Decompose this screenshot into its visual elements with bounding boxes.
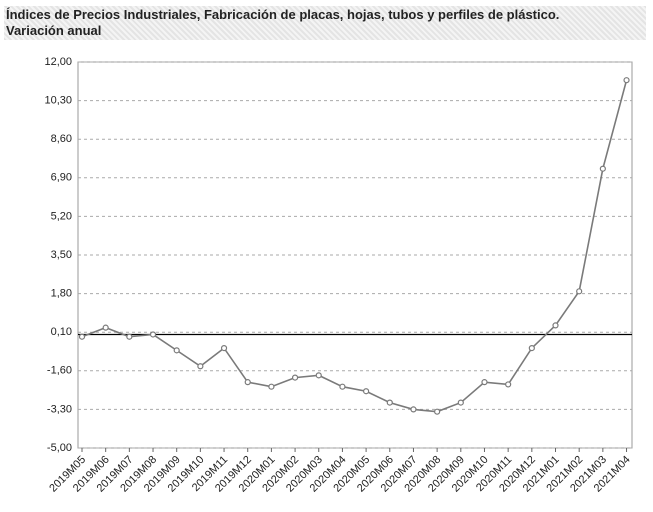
data-point: [505, 381, 512, 388]
data-point: [339, 383, 346, 390]
data-point: [599, 165, 606, 172]
y-tick-label: 3,50: [51, 249, 72, 261]
data-point: [481, 379, 488, 386]
data-point: [78, 333, 86, 340]
data-point: [386, 399, 393, 406]
data-point: [552, 322, 559, 329]
data-point: [363, 388, 370, 395]
data-point: [576, 288, 583, 295]
data-point: [220, 344, 228, 352]
y-tick-label: 1,80: [51, 288, 72, 300]
data-point: [315, 372, 322, 379]
y-tick-label: -3,30: [47, 403, 72, 415]
y-tick-label: -5,00: [47, 442, 72, 454]
data-point: [434, 408, 441, 415]
data-point: [244, 379, 251, 386]
data-point: [102, 324, 109, 331]
y-tick-label: 5,20: [51, 210, 72, 222]
data-point: [173, 347, 180, 354]
data-point: [268, 383, 275, 390]
data-point: [197, 363, 204, 370]
data-point: [291, 374, 299, 381]
data-line: [81, 79, 628, 413]
chart-title: Índices de Precios Industriales, Fabrica…: [4, 6, 646, 40]
y-tick-label: 10,30: [44, 95, 72, 107]
data-point: [149, 331, 157, 338]
data-point: [410, 406, 417, 413]
data-point: [623, 77, 630, 84]
data-point: [457, 399, 464, 406]
data-point: [126, 333, 133, 340]
y-tick-label: 8,60: [51, 133, 72, 145]
y-tick-label: 0,10: [51, 326, 72, 338]
data-point: [528, 344, 535, 352]
y-tick-label: -1,60: [47, 365, 72, 377]
y-tick-label: 12,00: [44, 56, 72, 68]
y-tick-label: 6,90: [51, 172, 72, 184]
